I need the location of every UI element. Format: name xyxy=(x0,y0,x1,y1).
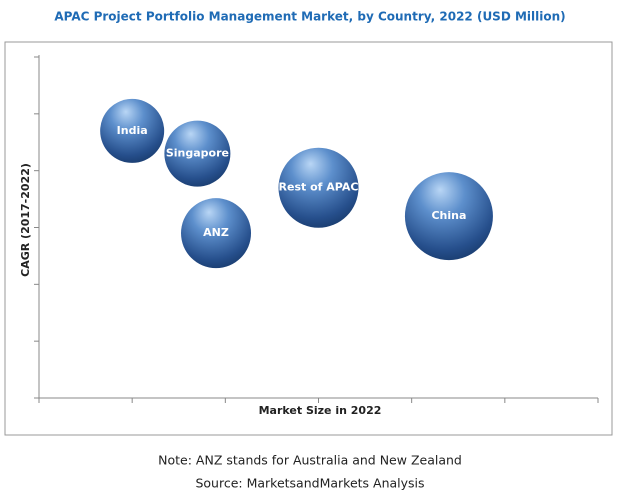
source: Source: MarketsandMarkets Analysis xyxy=(195,476,424,491)
chart-title: APAC Project Portfolio Management Market… xyxy=(54,10,565,24)
y-axis-label: CAGR (2017-2022) xyxy=(19,163,32,277)
bubble xyxy=(278,147,359,228)
bubble xyxy=(404,172,493,261)
bubble-label: China xyxy=(431,209,466,222)
bubble xyxy=(164,120,231,187)
note: Note: ANZ stands for Australia and New Z… xyxy=(158,453,462,468)
chart-frame xyxy=(4,41,613,436)
bubble xyxy=(181,198,252,269)
bubble-label: Rest of APAC xyxy=(279,181,359,194)
bubble-label: ANZ xyxy=(203,226,229,239)
bubble-label: India xyxy=(117,124,148,137)
bubble xyxy=(100,98,165,163)
bubble-label: Singapore xyxy=(166,147,229,160)
x-axis-label: Market Size in 2022 xyxy=(259,404,382,417)
